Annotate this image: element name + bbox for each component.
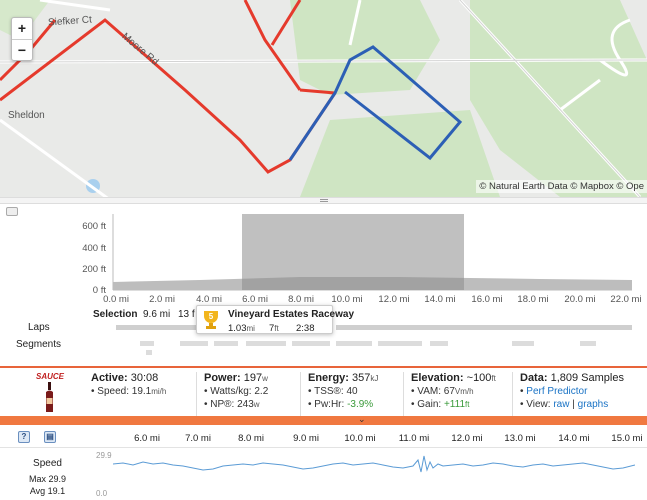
avg-speed: 19.1 <box>131 386 152 397</box>
stat-elevation: Elevation: ~100ft • VAM: 67Vm/h • Gain: … <box>403 372 496 416</box>
selection-distance: 9.6 mi <box>143 309 171 320</box>
trophy-icon: 5 <box>203 311 219 329</box>
stream-x-tick: 15.0 mi <box>611 433 643 444</box>
stream-x-tick: 8.0 mi <box>238 433 264 444</box>
selection-label: Selection <box>93 309 138 320</box>
segment-bar[interactable] <box>336 341 372 346</box>
elevation-x-tick: 8.0 mi <box>288 294 314 305</box>
map-resize-handle[interactable] <box>0 197 647 204</box>
speed-max: Max 29.9 <box>28 474 67 484</box>
elevation-x-tick: 4.0 mi <box>196 294 222 305</box>
segment-bar[interactable] <box>140 341 154 346</box>
elevation-x-tick: 0.0 mi <box>103 294 129 305</box>
segment-bar[interactable] <box>146 350 152 355</box>
lap-bar[interactable] <box>116 325 196 330</box>
stats-border <box>0 366 647 368</box>
elevation-y-tick: 400 ft <box>82 243 106 254</box>
segment-bar[interactable] <box>246 341 286 346</box>
segment-bar[interactable] <box>580 341 596 346</box>
speed-line <box>113 455 635 473</box>
street-label: Sheldon <box>8 110 45 121</box>
route-blue <box>288 45 463 161</box>
segment-bar[interactable] <box>180 341 208 346</box>
elevation-x-tick: 10.0 mi <box>331 294 363 305</box>
collapse-bar[interactable]: ⌄ <box>0 414 647 425</box>
speed-axis-top: 29.9 <box>96 451 112 460</box>
stat-power: Power: 197w • Watts/kg: 2.2 • NP®: 243w <box>196 372 268 416</box>
settings-icon[interactable]: ▤ <box>44 431 56 443</box>
gain-value: +111 <box>443 399 466 410</box>
speed-avg: Avg 19.1 <box>29 486 66 496</box>
segment-tooltip: 5 Vineyard Estates Raceway 1.03mi 7ft 2:… <box>196 305 354 334</box>
park-area <box>470 0 647 197</box>
segments-label: Segments <box>16 339 62 350</box>
stream-x-tick: 9.0 mi <box>293 433 319 444</box>
pwhr-value: -3.9% <box>347 399 374 410</box>
segment-distance: 1.03mi <box>228 323 255 334</box>
stat-energy: Energy: 357kJ • TSS®: 40 • Pw:Hr: -3.9% <box>300 372 378 416</box>
elevation-value: ~100 <box>466 372 492 384</box>
zoom-in-button[interactable]: + <box>17 20 27 36</box>
segment-bar[interactable] <box>430 341 448 346</box>
lap-bar[interactable] <box>336 325 632 330</box>
elevation-y-tick: 600 ft <box>82 221 106 232</box>
speed-stream-chart[interactable] <box>113 450 635 496</box>
stat-data: Data: 1,809 Samples • Perf Predictor • V… <box>512 372 624 416</box>
avg-power: 197 <box>243 372 263 384</box>
stream-x-tick: 14.0 mi <box>558 433 590 444</box>
view-raw-link[interactable]: raw <box>553 399 570 410</box>
zoom-out-button[interactable]: − <box>12 39 32 60</box>
speed-axis-bottom: 0.0 <box>96 489 108 498</box>
elevation-x-tick: 12.0 mi <box>378 294 410 305</box>
sauce-bottle-icon <box>46 382 53 412</box>
stream-x-tick: 13.0 mi <box>504 433 536 444</box>
segment-bar[interactable] <box>378 341 422 346</box>
elevation-x-tick: 18.0 mi <box>517 294 549 305</box>
laps-label: Laps <box>28 322 50 333</box>
energy-value: 357 <box>352 372 371 384</box>
elevation-x-tick: 16.0 mi <box>471 294 503 305</box>
elevation-x-tick: 6.0 mi <box>242 294 268 305</box>
elevation-y-tick: 0 ft <box>92 285 106 296</box>
stat-active: Active: 30:08 • Speed: 19.1mi/h <box>91 372 167 397</box>
normalized-power: 243 <box>237 399 254 410</box>
elevation-x-tick: 20.0 mi <box>564 294 596 305</box>
sample-count: 1,809 Samples <box>550 372 624 384</box>
stream-x-tick: 6.0 mi <box>134 433 160 444</box>
watts-per-kg: 2.2 <box>254 386 269 397</box>
stream-x-tick: 12.0 mi <box>451 433 483 444</box>
chevron-down-icon[interactable]: ⌄ <box>358 414 366 424</box>
selection-elevation: 13 f <box>178 309 195 320</box>
elevation-x-tick: 22.0 mi <box>610 294 642 305</box>
tss-value: 40 <box>346 386 358 397</box>
vam-value: 67 <box>443 386 455 397</box>
active-time: 30:08 <box>130 372 159 384</box>
sauce-logo: SAUCE <box>30 372 70 412</box>
segment-name: Vineyard Estates Raceway <box>228 309 355 320</box>
elevation-y-tick: 200 ft <box>82 264 106 275</box>
speed-stream-label: Speed <box>33 458 62 469</box>
stream-x-tick: 11.0 mi <box>398 433 430 444</box>
segment-elevation: 7ft <box>269 323 279 334</box>
map-canvas[interactable] <box>0 0 647 197</box>
stream-x-tick: 10.0 mi <box>344 433 376 444</box>
elevation-chart[interactable] <box>0 205 647 305</box>
route-map[interactable]: Siefker Ct Moore Rd Sheldon + − © Natura… <box>0 0 647 197</box>
segment-bar[interactable] <box>214 341 238 346</box>
help-icon[interactable]: ? <box>18 431 30 443</box>
segment-bar[interactable] <box>292 341 330 346</box>
segment-bar[interactable] <box>512 341 534 346</box>
park-area <box>300 110 500 197</box>
zoom-control: + − <box>11 17 33 61</box>
elevation-toggle-icon[interactable] <box>6 207 18 216</box>
view-graphs-link[interactable]: graphs <box>577 399 609 410</box>
park-area <box>290 0 440 95</box>
segment-time: 2:38 <box>296 323 315 334</box>
selection-range[interactable] <box>242 214 464 290</box>
elevation-x-tick: 14.0 mi <box>424 294 456 305</box>
map-attribution[interactable]: © Natural Earth Data © Mapbox © Ope <box>476 180 647 193</box>
stream-x-tick: 7.0 mi <box>185 433 211 444</box>
perf-predictor-link[interactable]: Perf Predictor <box>526 386 588 397</box>
elevation-x-tick: 2.0 mi <box>149 294 175 305</box>
